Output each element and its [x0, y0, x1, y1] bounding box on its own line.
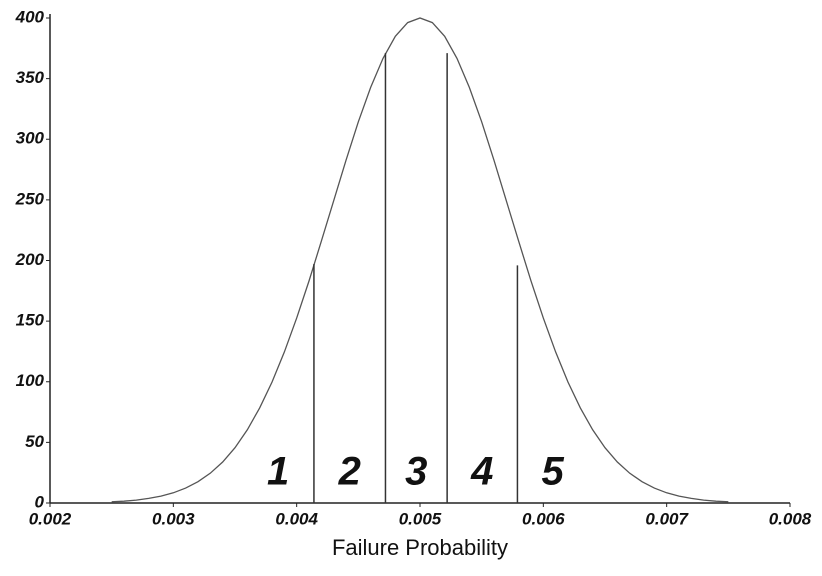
y-tick-label: 300: [16, 129, 45, 148]
y-tick-label: 250: [15, 189, 45, 208]
x-tick-label: 0.002: [29, 509, 72, 528]
curve: [111, 17, 729, 503]
y-tick-label: 200: [15, 250, 45, 269]
y-tick-label: 50: [25, 432, 44, 451]
y-tick-label: 150: [16, 311, 45, 330]
x-tick-label: 0.008: [769, 509, 812, 528]
region-label: 2: [338, 450, 361, 494]
x-tick-label: 0.005: [399, 509, 442, 528]
x-axis-title: Failure Probability: [332, 535, 508, 560]
y-tick-label: 100: [16, 371, 45, 390]
y-tick-label: 350: [16, 68, 45, 87]
region-label: 1: [267, 450, 289, 494]
region-label: 4: [470, 450, 493, 494]
y-tick-label: 400: [15, 7, 45, 26]
x-tick-label: 0.003: [152, 509, 195, 528]
x-tick-label: 0.004: [275, 509, 318, 528]
region-label: 3: [405, 450, 427, 494]
x-tick-label: 0.006: [522, 509, 565, 528]
region-label: 5: [541, 450, 564, 494]
y-tick-label: 0: [35, 492, 45, 511]
x-tick-label: 0.007: [645, 509, 689, 528]
